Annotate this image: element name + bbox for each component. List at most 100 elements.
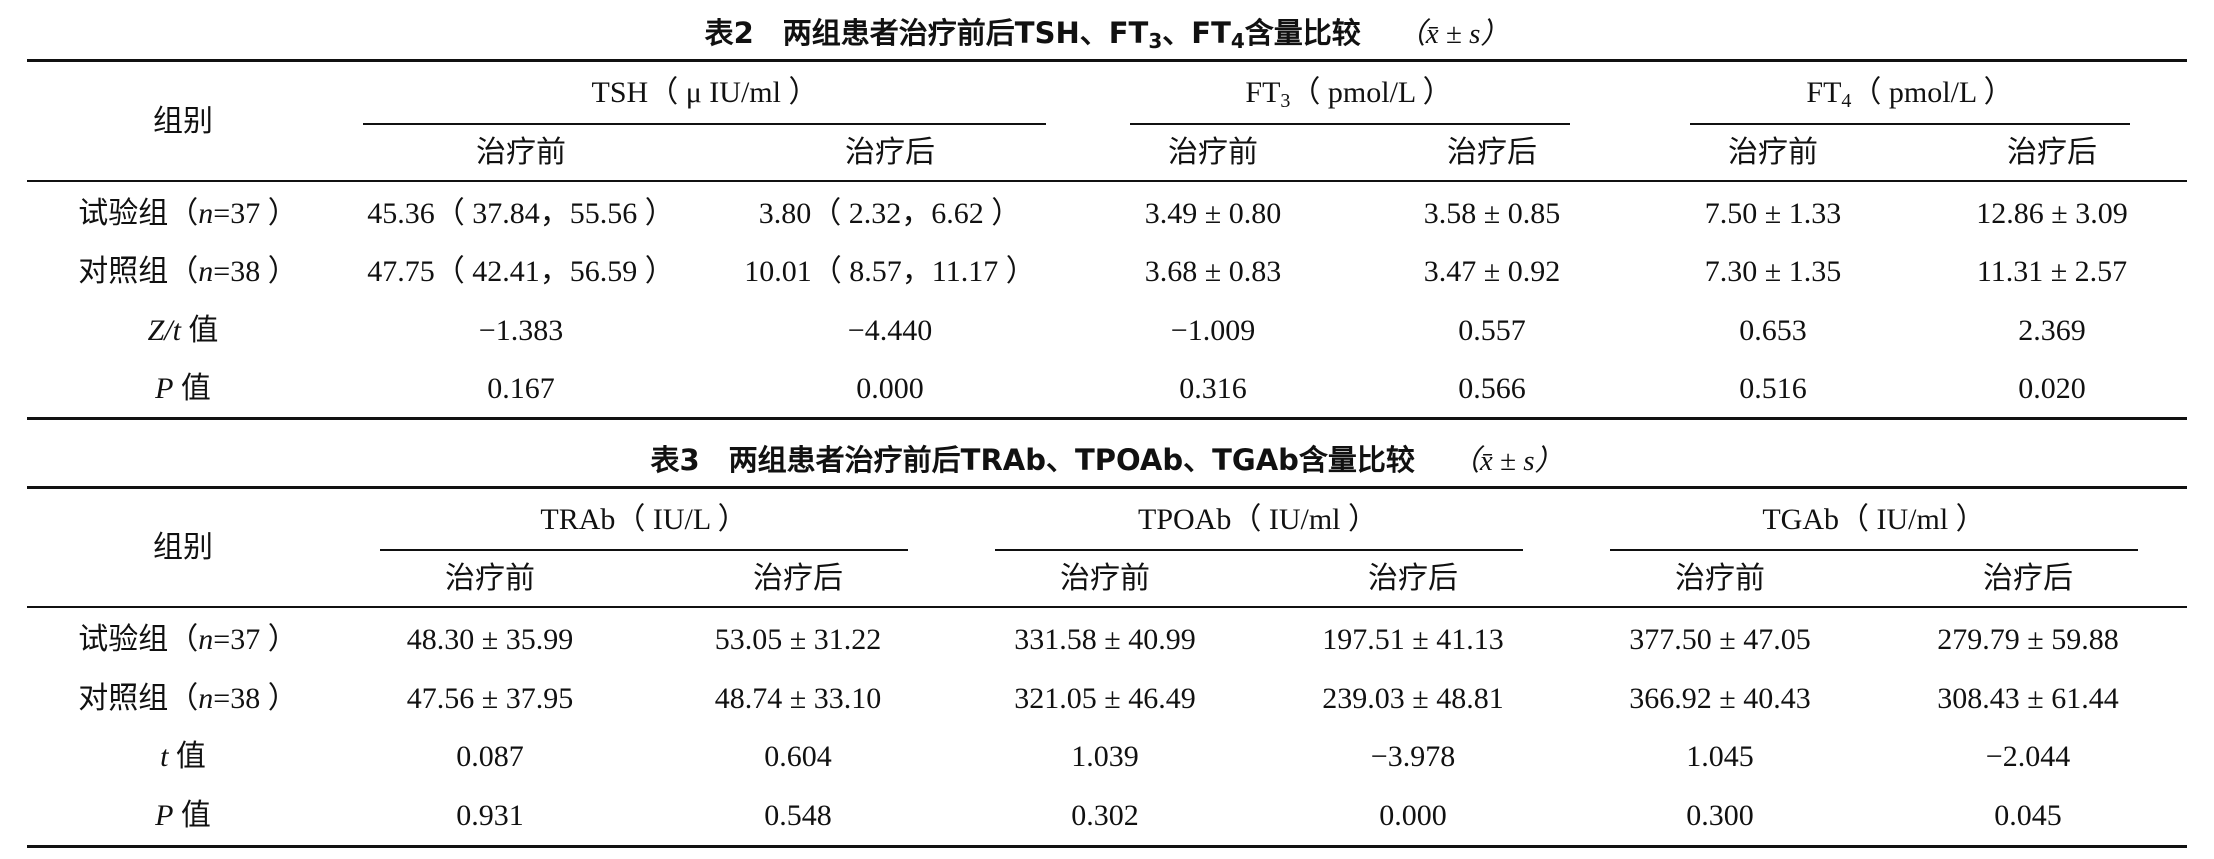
table3-top-rule [27, 486, 2187, 489]
table3-header-tpoab-after: 治疗后 [1368, 562, 1458, 595]
table2-row3-col5: 0.653 [1739, 314, 1807, 347]
table2-row1-col6: 12.86 ± 3.09 [1976, 197, 2128, 230]
table2-caption-prefix: 表2 两组患者治疗前后TSH、FT [704, 16, 1149, 50]
table3-row2-col2: 48.74 ± 33.10 [714, 682, 882, 715]
table3-header-tpoab-before: 治疗前 [1060, 562, 1150, 595]
table3-row3-col6: −2.044 [1985, 740, 2071, 773]
table2-row1-label: 试验组（n=37 ） [78, 194, 297, 234]
table2-row3-label-n: Z/t [147, 314, 181, 347]
table2-row2-label-n: n [198, 255, 214, 288]
table2-span-ft4 [1690, 123, 2130, 125]
table3-span-trab [380, 549, 908, 551]
table2-row2-label-prefix: 对照组（ [78, 255, 199, 288]
table2-row2-col4: 3.47 ± 0.92 [1423, 255, 1561, 288]
table3-row3-col5: 1.045 [1686, 740, 1754, 773]
table2-row4-label: P 值 [155, 369, 211, 409]
table2-span-tsh [363, 123, 1046, 125]
table3-row1-label-prefix: 试验组（ [78, 623, 199, 656]
table2-row2-col3: 3.68 ± 0.83 [1144, 255, 1282, 288]
table2-header-ft3-prefix: FT [1245, 76, 1281, 109]
table2-row2-label-suffix: =38 ） [213, 255, 298, 288]
table3-row4-col1: 0.931 [456, 799, 524, 832]
table2-header-ft4-after: 治疗后 [2007, 136, 2097, 169]
table3-row1-col4: 197.51 ± 41.13 [1322, 623, 1504, 656]
table2-row3-label-suffix: 值 [180, 314, 219, 347]
table3-span-tgab [1610, 549, 2138, 551]
table2-row2-col6: 11.31 ± 2.57 [1976, 255, 2128, 288]
table2-header-tsh-after: 治疗后 [845, 136, 935, 169]
table3-row2-col5: 366.92 ± 40.43 [1629, 682, 1811, 715]
table3-row4-col2: 0.548 [764, 799, 832, 832]
table2-caption: 表2 两组患者治疗前后TSH、FT3、FT4含量比较 （x̄ ± s） [0, 10, 2214, 52]
table3-row4-label-n: P [155, 799, 174, 832]
table3-row1-col2: 53.05 ± 31.22 [714, 623, 882, 656]
table3-row2-label: 对照组（n=38 ） [78, 679, 297, 719]
table3-row2-label-prefix: 对照组（ [78, 682, 199, 715]
table2-row4-col2: 0.000 [856, 372, 924, 405]
table2-row3-col1: −1.383 [478, 314, 564, 347]
table2-row3-col3: −1.009 [1170, 314, 1256, 347]
table2-header-ft3-sub: 3 [1280, 90, 1291, 112]
table3-row1-label-n: n [198, 623, 214, 656]
table2-row2-label: 对照组（n=38 ） [78, 252, 297, 292]
table2-row1-col4: 3.58 ± 0.85 [1423, 197, 1561, 230]
table2-bottom-rule [27, 417, 2187, 420]
table2-row2-col2: 10.01（ 8.57，11.17 ） [744, 255, 1036, 288]
table3-header-group: 组别 [153, 531, 213, 564]
table3-row3-label-suffix: 值 [168, 740, 206, 773]
table3-header-rule [27, 606, 2187, 608]
table2-caption-suffix: 含量比较 [1244, 16, 1361, 50]
table2-header-ft3: FT3（ pmol/L ） [1245, 73, 1452, 113]
table2-header-tsh-before: 治疗前 [476, 136, 566, 169]
table2-caption-sub2: 4 [1230, 29, 1245, 53]
table2-header-tsh: TSH（ μ IU/ml ） [591, 76, 819, 109]
table2-row1-label-suffix: =37 ） [213, 197, 298, 230]
table2-header-ft3-before: 治疗前 [1168, 136, 1258, 169]
table2-caption-sub1: 3 [1148, 29, 1163, 53]
table2-header-rule [27, 180, 2187, 182]
table2-header-ft4-sub: 4 [1841, 90, 1852, 112]
table3-caption-text: 表3 两组患者治疗前后TRAb、TPOAb、TGAb含量比较 [650, 443, 1415, 477]
table2-header-ft4: FT4（ pmol/L ） [1806, 73, 2013, 113]
table3-row1-col5: 377.50 ± 47.05 [1629, 623, 1811, 656]
table2-row1-label-n: n [198, 197, 214, 230]
table3-row3-col1: 0.087 [456, 740, 524, 773]
table3-header-tgab-after: 治疗后 [1983, 562, 2073, 595]
table2-row4-col5: 0.516 [1739, 372, 1807, 405]
table3-row3-label: t 值 [160, 737, 206, 777]
table3-row2-col6: 308.43 ± 61.44 [1937, 682, 2119, 715]
table2-row3-col4: 0.557 [1458, 314, 1526, 347]
table2-row2-col5: 7.30 ± 1.35 [1704, 255, 1842, 288]
table3-row3-col4: −3.978 [1370, 740, 1456, 773]
table2-row4-col1: 0.167 [487, 372, 555, 405]
table3-header-trab-before: 治疗前 [445, 562, 535, 595]
table2-row4-col3: 0.316 [1179, 372, 1247, 405]
table3-header-trab-after: 治疗后 [753, 562, 843, 595]
table2-row1-col2: 3.80（ 2.32，6.62 ） [758, 197, 1022, 230]
table2-header-ft4-prefix: FT [1806, 76, 1842, 109]
table2-row1-label-prefix: 试验组（ [78, 197, 199, 230]
table3-header-tgab: TGAb（ IU/ml ） [1762, 503, 1986, 536]
table3-row2-label-suffix: =38 ） [213, 682, 298, 715]
table3-row1-label-suffix: =37 ） [213, 623, 298, 656]
table2-header-group: 组别 [153, 105, 213, 138]
table3-bottom-rule [27, 845, 2187, 848]
table2-row3-col6: 2.369 [2018, 314, 2086, 347]
table2-row1-col3: 3.49 ± 0.80 [1144, 197, 1282, 230]
table3-row4-col6: 0.045 [1994, 799, 2062, 832]
table3-row3-col3: 1.039 [1071, 740, 1139, 773]
table3-row4-col5: 0.300 [1686, 799, 1754, 832]
table2-header-ft3-after: 治疗后 [1447, 136, 1537, 169]
table3-row1-label: 试验组（n=37 ） [78, 620, 297, 660]
table2-row4-col6: 0.020 [2018, 372, 2086, 405]
table3-row4-col3: 0.302 [1071, 799, 1139, 832]
table3-row1-col1: 48.30 ± 35.99 [406, 623, 574, 656]
table3-row1-col6: 279.79 ± 59.88 [1937, 623, 2119, 656]
table2-row4-label-n: P [155, 372, 174, 405]
table3-caption: 表3 两组患者治疗前后TRAb、TPOAb、TGAb含量比较 （x̄ ± s） [0, 437, 2214, 479]
table3-row2-label-n: n [198, 682, 214, 715]
table3-row2-col1: 47.56 ± 37.95 [406, 682, 574, 715]
table3-row2-col4: 239.03 ± 48.81 [1322, 682, 1504, 715]
table3-row1-col3: 331.58 ± 40.99 [1014, 623, 1196, 656]
table3-header-tgab-before: 治疗前 [1675, 562, 1765, 595]
